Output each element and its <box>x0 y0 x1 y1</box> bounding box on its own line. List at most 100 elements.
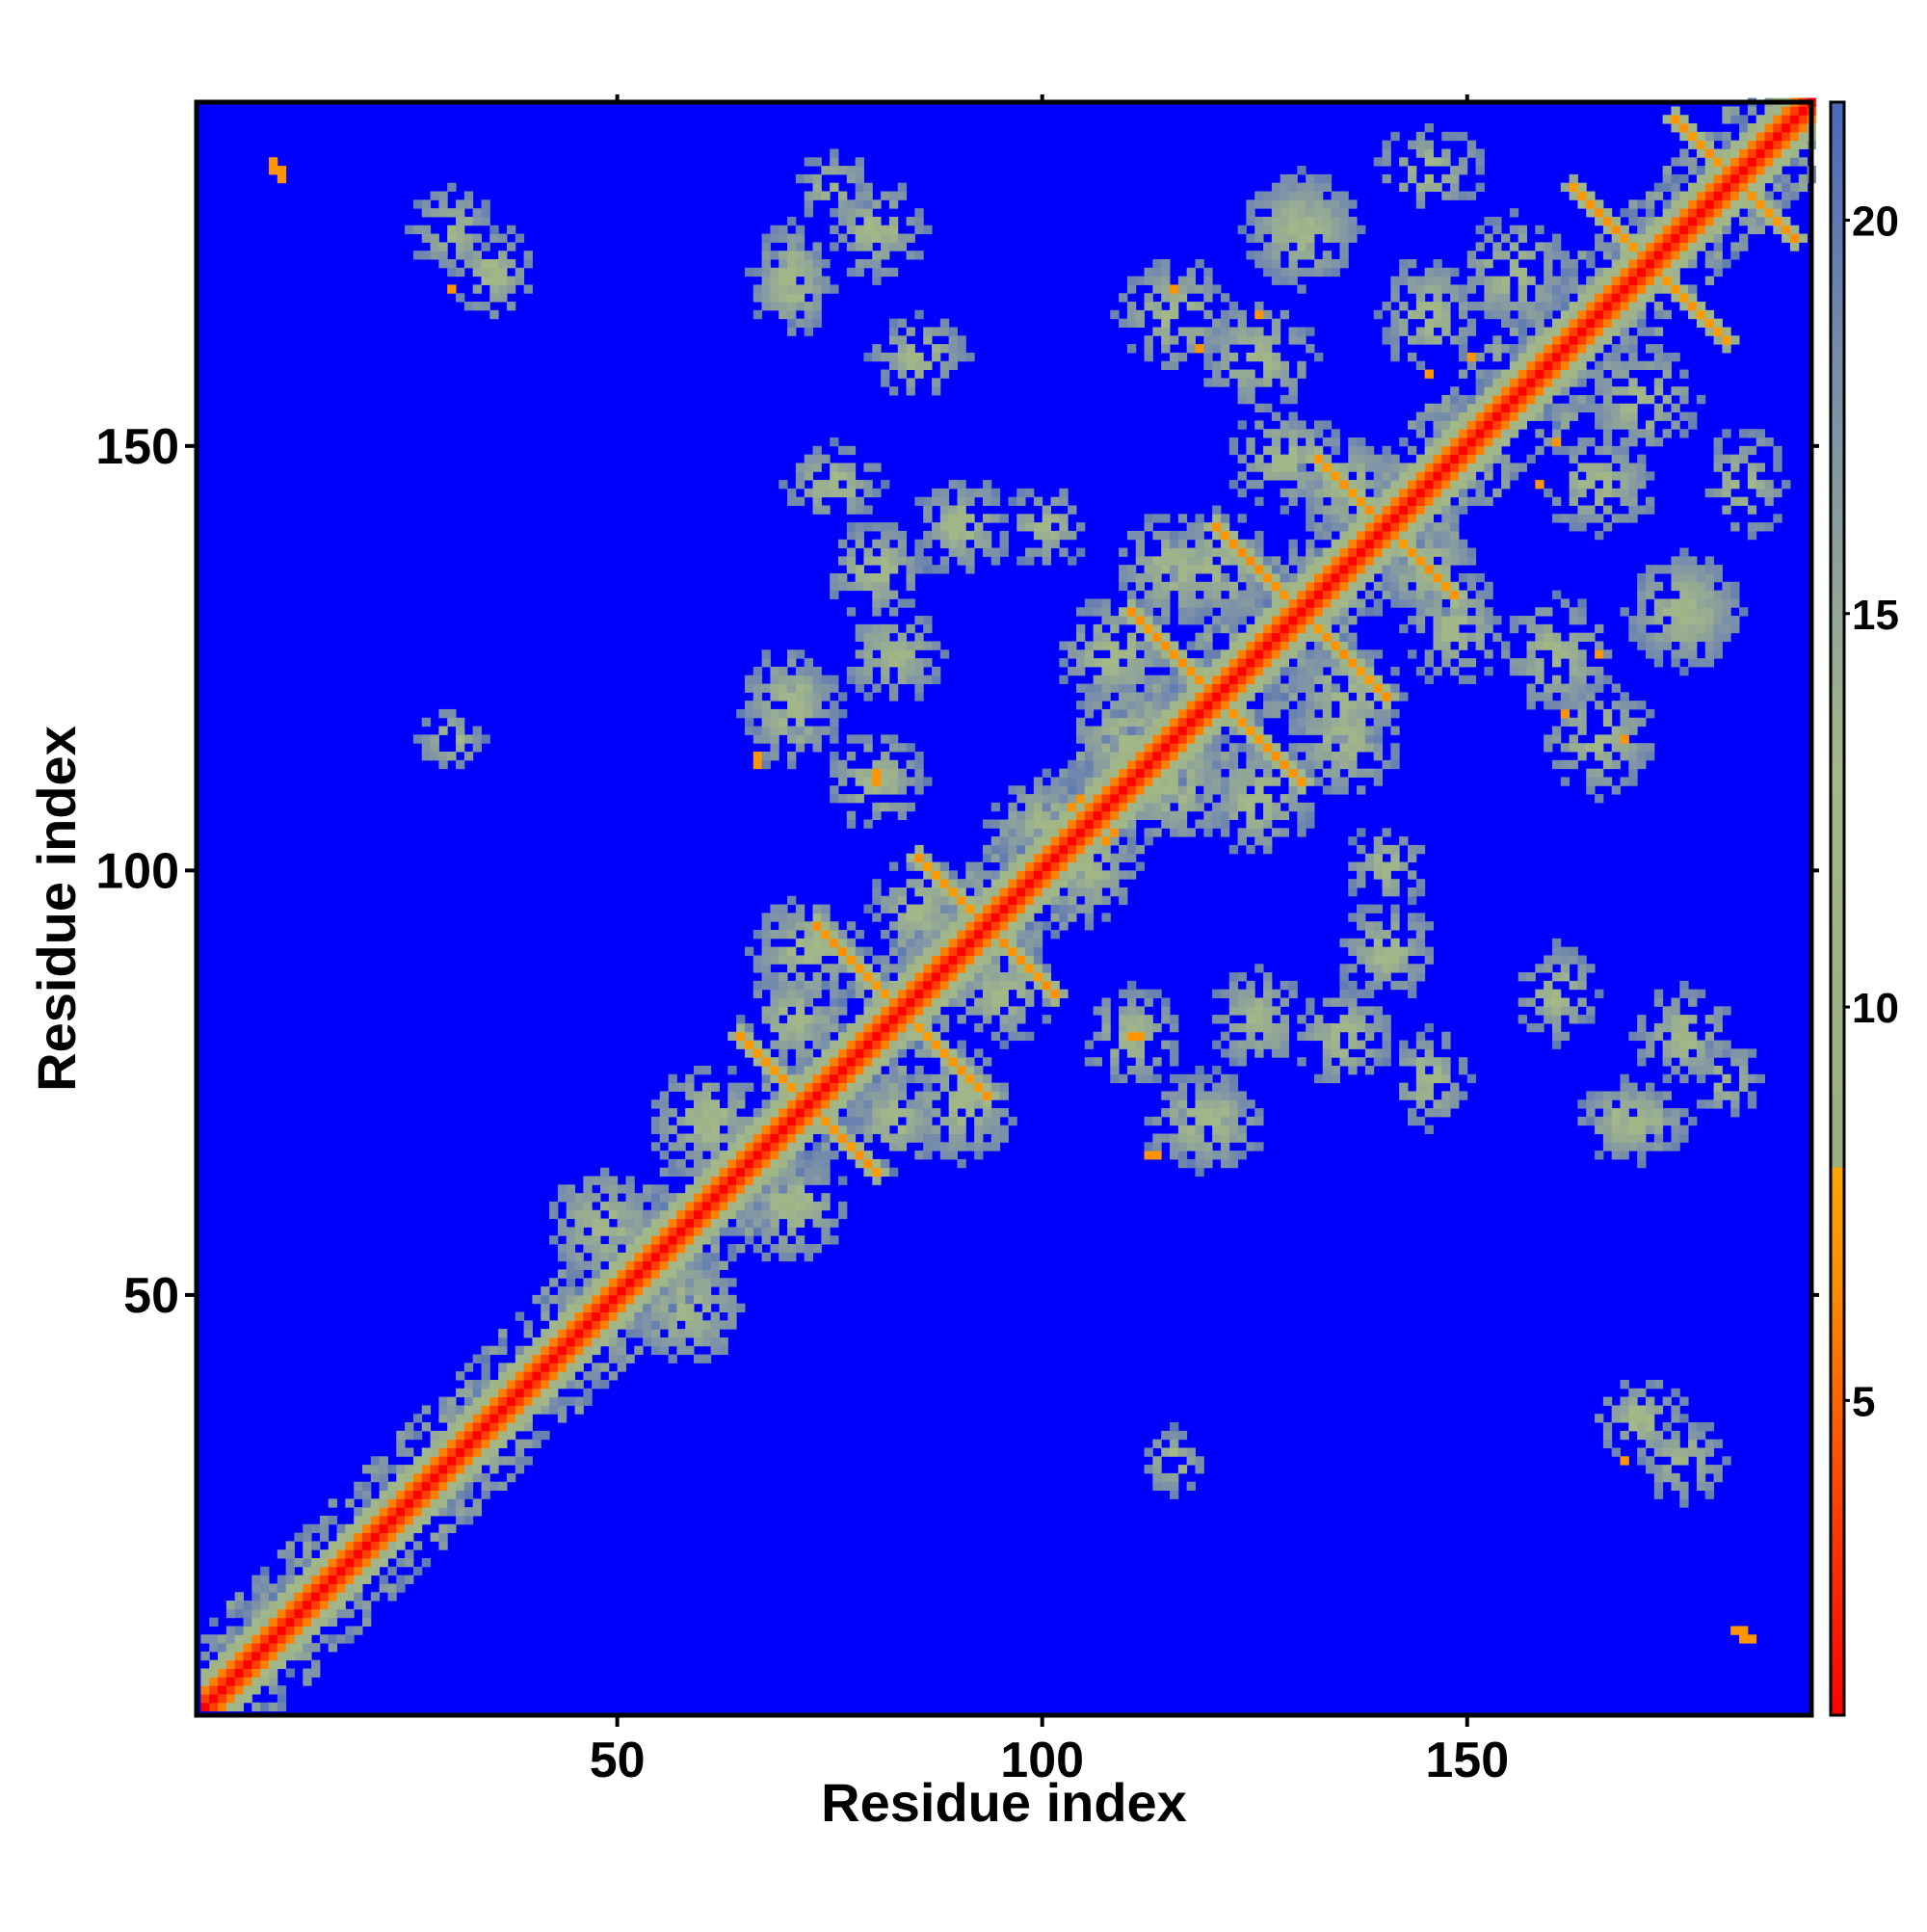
heatmap-cell <box>1237 768 1247 778</box>
heatmap-cell <box>999 1091 1009 1100</box>
heatmap-cell <box>974 972 984 982</box>
heatmap-cell <box>761 1151 771 1160</box>
heatmap-cell <box>1254 480 1264 490</box>
heatmap-cell <box>821 284 831 294</box>
heatmap-cell <box>779 1244 788 1254</box>
heatmap-cell <box>617 1260 626 1270</box>
heatmap-cell <box>897 641 908 650</box>
heatmap-cell <box>1025 930 1035 940</box>
heatmap-cell <box>863 904 873 913</box>
heatmap-cell <box>1288 463 1298 472</box>
heatmap-cell <box>1075 777 1086 786</box>
heatmap-cell <box>906 1108 915 1118</box>
heatmap-cell <box>1237 335 1247 345</box>
heatmap-cell <box>243 1668 252 1678</box>
heatmap-cell <box>1271 989 1281 999</box>
heatmap-cell <box>1246 352 1255 362</box>
heatmap-cell <box>1364 496 1375 506</box>
heatmap-cell <box>932 861 941 871</box>
heatmap-cell <box>1280 173 1289 184</box>
heatmap-cell <box>1254 530 1264 541</box>
heatmap-cell <box>1101 777 1111 786</box>
heatmap-cell <box>234 1668 245 1678</box>
heatmap-cell <box>1280 1048 1289 1058</box>
heatmap-cell <box>1135 708 1146 719</box>
heatmap-cell <box>932 1015 941 1024</box>
heatmap-cell <box>939 955 950 965</box>
heatmap-cell <box>277 1651 287 1661</box>
heatmap-cell <box>812 1073 822 1084</box>
heatmap-cell <box>1348 454 1358 463</box>
heatmap-cell <box>1339 989 1349 999</box>
heatmap-cell <box>846 216 857 226</box>
heatmap-cell <box>1186 1125 1196 1134</box>
heatmap-cell <box>1220 1108 1230 1118</box>
heatmap-cell <box>1093 734 1102 744</box>
heatmap-cell <box>345 1523 355 1534</box>
heatmap-cell <box>939 870 950 880</box>
heatmap-cell <box>685 1133 695 1143</box>
heatmap-cell <box>779 1091 788 1100</box>
heatmap-cell <box>1339 616 1349 625</box>
heatmap-cell <box>982 844 992 855</box>
heatmap-cell <box>1033 828 1043 837</box>
heatmap-cell <box>260 1668 270 1678</box>
heatmap-cell <box>251 1617 261 1627</box>
heatmap-cell <box>1306 581 1315 592</box>
heatmap-cell <box>1228 437 1239 447</box>
heatmap-cell <box>1093 836 1102 846</box>
heatmap-cell <box>412 1541 423 1550</box>
heatmap-cell <box>846 496 857 506</box>
heatmap-cell <box>1177 810 1188 820</box>
heatmap-cell <box>1348 480 1358 490</box>
heatmap-cell <box>881 1022 890 1033</box>
heatmap-cell <box>897 1125 908 1134</box>
heatmap-cell <box>319 1601 330 1610</box>
heatmap-cell <box>965 946 975 956</box>
heatmap-cell <box>701 1286 712 1296</box>
heatmap-cell <box>1357 454 1366 463</box>
heatmap-cell <box>863 1015 873 1024</box>
heatmap-cell <box>939 861 950 871</box>
heatmap-cell <box>1008 1006 1017 1016</box>
heatmap-cell <box>837 1006 848 1016</box>
heatmap-cell <box>1228 1006 1239 1016</box>
heatmap-cell <box>600 1227 610 1236</box>
heatmap-cell <box>804 1193 814 1203</box>
heatmap-cell <box>761 1252 771 1262</box>
heatmap-cell <box>1126 768 1137 778</box>
heatmap-cell <box>1382 539 1391 549</box>
heatmap-cell <box>1152 1022 1162 1033</box>
heatmap-cell <box>914 989 924 999</box>
heatmap-cell <box>379 1456 388 1466</box>
heatmap-cell <box>1408 989 1417 999</box>
heatmap-cell <box>872 1167 882 1178</box>
heatmap-cell <box>881 752 890 761</box>
heatmap-cell <box>362 1617 372 1627</box>
heatmap-cell <box>498 1363 508 1372</box>
heatmap-cell <box>294 1575 304 1584</box>
heatmap-cell <box>1075 844 1086 855</box>
heatmap-cell <box>932 980 941 991</box>
heatmap-cell <box>1237 547 1247 557</box>
heatmap-cell <box>1382 471 1391 481</box>
heatmap-cell <box>1016 810 1026 820</box>
heatmap-cell <box>421 1481 432 1492</box>
heatmap-cell <box>1297 480 1307 490</box>
heatmap-cell <box>872 895 882 906</box>
heatmap-cell <box>812 1091 822 1100</box>
heatmap-cell <box>804 157 814 167</box>
heatmap-cell <box>1008 828 1017 837</box>
heatmap-cell <box>846 242 857 251</box>
heatmap-cell <box>812 972 822 982</box>
heatmap-cell <box>1313 743 1324 753</box>
heatmap-cell <box>1144 759 1153 770</box>
heatmap-cell <box>1059 530 1069 541</box>
heatmap-cell <box>1144 1031 1153 1042</box>
heatmap-cell <box>634 1269 644 1279</box>
heatmap-cell <box>1357 921 1366 931</box>
heatmap-cell <box>243 1643 252 1653</box>
heatmap-cell <box>421 717 432 728</box>
heatmap-cell <box>948 1057 958 1067</box>
